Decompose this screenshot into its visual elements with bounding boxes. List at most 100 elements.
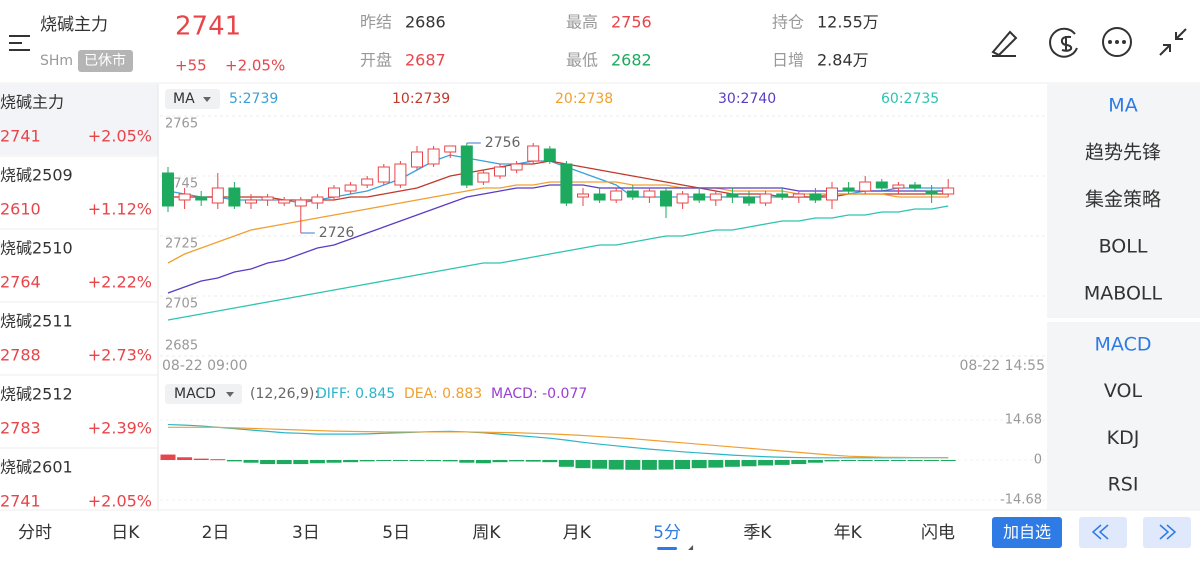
candle-body [543, 148, 556, 162]
ma-legend: 30:2740 [718, 91, 776, 107]
y-tick-label: 2725 [165, 237, 198, 252]
y-tick-label: 2685 [165, 339, 198, 354]
macd-bar [675, 460, 691, 469]
filter-icon[interactable] [9, 35, 30, 51]
candle-body [826, 187, 838, 201]
macd-bar [774, 460, 790, 465]
prev-icon [1091, 524, 1109, 540]
macd-legend: DEA: 0.883 [404, 386, 482, 402]
period-tab[interactable]: 日K [111, 523, 140, 543]
ma-legend: 20:2738 [555, 91, 613, 107]
macd-bar [824, 460, 840, 462]
panel-divider [1047, 318, 1200, 322]
list-price: 2783 [0, 419, 41, 438]
macd-bar [326, 460, 342, 463]
stat-label: 日增 [772, 51, 804, 70]
candle-body [693, 193, 706, 201]
macd-bar [940, 460, 956, 461]
list-contract-name: 烧碱2511 [0, 312, 73, 331]
ma-selector[interactable] [165, 89, 220, 109]
period-tab[interactable]: 周K [472, 523, 501, 543]
period-tab[interactable]: 季K [743, 523, 772, 543]
currency-icon[interactable] [1049, 27, 1078, 58]
list-contract-name: 烧碱2601 [0, 458, 73, 477]
time-start: 08-22 09:00 [162, 358, 247, 374]
period-tab[interactable]: 2日 [202, 523, 230, 543]
macd-bar [492, 460, 508, 463]
macd-bar [392, 460, 408, 461]
stat-value: 2756 [611, 13, 652, 32]
list-contract-name: 烧碱2510 [0, 239, 73, 258]
candle-body [444, 145, 457, 153]
macd-bar [658, 460, 674, 470]
list-contract-name: 烧碱主力 [0, 93, 64, 112]
candle-body [726, 193, 739, 198]
prev-button[interactable] [1079, 517, 1127, 548]
y-tick-label: 2765 [165, 117, 198, 132]
period-tab[interactable]: 5分 [653, 523, 681, 543]
period-tab[interactable]: 闪电 [921, 523, 955, 543]
candle-body [610, 190, 623, 201]
period-tab[interactable]: 年K [834, 523, 863, 543]
macd-selector[interactable] [165, 384, 242, 404]
candle-body [394, 163, 407, 186]
add-button[interactable] [992, 517, 1062, 548]
sub-indicator: RSI [1108, 474, 1139, 496]
period-tab[interactable]: 分时 [18, 523, 52, 543]
candle-body [593, 193, 606, 201]
candle-body [709, 193, 722, 201]
macd-legend: DIFF: 0.845 [316, 386, 395, 402]
macd-selector-label: MACD [174, 386, 216, 402]
list-change: +1.12% [88, 200, 152, 219]
candle-body [792, 193, 805, 198]
macd-bar [841, 460, 857, 461]
main-indicator: BOLL [1099, 236, 1148, 258]
candle-body [328, 187, 340, 198]
candle-body [294, 199, 307, 207]
sub-indicator: MACD [1095, 334, 1152, 356]
main-indicator: MA [1108, 95, 1137, 117]
macd-bar [791, 460, 807, 465]
selected-row [0, 84, 158, 155]
dropdown-arrow [203, 97, 211, 102]
candle-body [875, 181, 888, 189]
stat-label: 最低 [566, 51, 598, 70]
period-tab[interactable]: 3日 [292, 523, 320, 543]
period-tab[interactable]: 月K [563, 523, 592, 543]
macd-bar [907, 460, 923, 461]
macd-bar [625, 460, 641, 470]
shrink-icon[interactable] [1159, 28, 1187, 56]
macd-bar [807, 460, 823, 463]
candle-body [527, 145, 540, 162]
stat-value: 2682 [611, 51, 652, 70]
candle-body [560, 163, 573, 204]
ma-legend: 10:2739 [392, 91, 450, 107]
macd-bar [442, 460, 458, 462]
macd-bar [376, 460, 392, 461]
more-icon[interactable] [1102, 27, 1132, 57]
macd-bar [226, 460, 242, 462]
candle-body [344, 184, 357, 192]
high-label: 2756 [485, 135, 521, 151]
stat-label: 持仓 [772, 13, 804, 32]
ma-legend: 60:2735 [881, 91, 939, 107]
candle-body [577, 193, 589, 198]
list-change: +2.05% [88, 492, 152, 511]
list-change: +2.73% [88, 346, 152, 365]
candle-body [776, 193, 789, 198]
macd-bar [359, 460, 375, 462]
stat-value: 2.84万 [817, 51, 869, 70]
macd-legend: MACD: -0.077 [491, 386, 587, 402]
sub-indicator: VOL [1104, 380, 1143, 402]
macd-bar [924, 460, 940, 461]
macd-bar [558, 460, 574, 467]
list-change: +2.22% [88, 273, 152, 292]
draw-icon[interactable] [991, 30, 1018, 57]
macd-bar [193, 458, 209, 460]
macd-bar [210, 459, 226, 461]
candle-body [759, 193, 772, 204]
candle-body [460, 145, 473, 186]
candle-body [162, 172, 174, 207]
macd-bar [592, 460, 608, 469]
period-tab[interactable]: 5日 [382, 523, 410, 543]
